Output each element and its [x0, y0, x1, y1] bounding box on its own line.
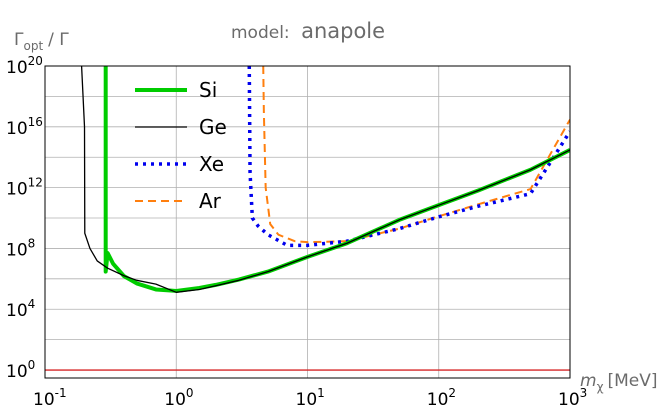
- y-tick-label: 1016: [6, 115, 43, 139]
- x-axis-label-sub: χ: [597, 380, 604, 394]
- y-axis-label: Γopt / Γ: [14, 30, 69, 53]
- y-axis-label-suffix: / Γ: [48, 30, 69, 50]
- x-tick-label: 103: [558, 386, 587, 410]
- series-line-si: [103, 66, 570, 293]
- x-axis-label-main: m: [580, 371, 597, 391]
- y-axis-label-main: Γ: [14, 30, 24, 50]
- y-tick-label: 108: [6, 236, 35, 260]
- legend-label-si: Si: [199, 78, 217, 102]
- series-group: [80, 66, 570, 293]
- legend-label-ge: Ge: [199, 115, 227, 139]
- series-line-ar: [262, 66, 570, 244]
- x-tick-label: 102: [427, 386, 456, 410]
- title-prefix: model:: [231, 23, 290, 43]
- y-tick-label: 104: [6, 297, 35, 321]
- x-tick-labels: 10-1 100 101 102 103: [33, 386, 587, 410]
- y-tick-label: 1020: [6, 54, 43, 78]
- x-axis-label: mχ [MeV]: [580, 371, 658, 394]
- grid: [44, 65, 571, 378]
- legend: Si Ge Xe Ar: [135, 78, 227, 213]
- y-tick-label: 100: [6, 358, 35, 382]
- series-line-ge: [80, 66, 570, 293]
- x-tick-label: 101: [296, 386, 325, 410]
- legend-label-xe: Xe: [199, 152, 224, 176]
- legend-label-ar: Ar: [199, 189, 222, 213]
- x-tick-label: 10-1: [33, 386, 67, 410]
- y-axis-label-sub: opt: [23, 39, 43, 53]
- series-line-xe: [247, 66, 570, 248]
- x-axis-label-unit: [MeV]: [608, 371, 658, 391]
- chart-title: model: anapole: [231, 19, 385, 43]
- x-tick-label: 100: [164, 386, 193, 410]
- y-tick-labels: 100 104 108 1012 1016 1020: [6, 54, 43, 382]
- plot-frame: [44, 65, 571, 379]
- y-tick-label: 1012: [6, 176, 43, 200]
- title-model: anapole: [301, 19, 385, 43]
